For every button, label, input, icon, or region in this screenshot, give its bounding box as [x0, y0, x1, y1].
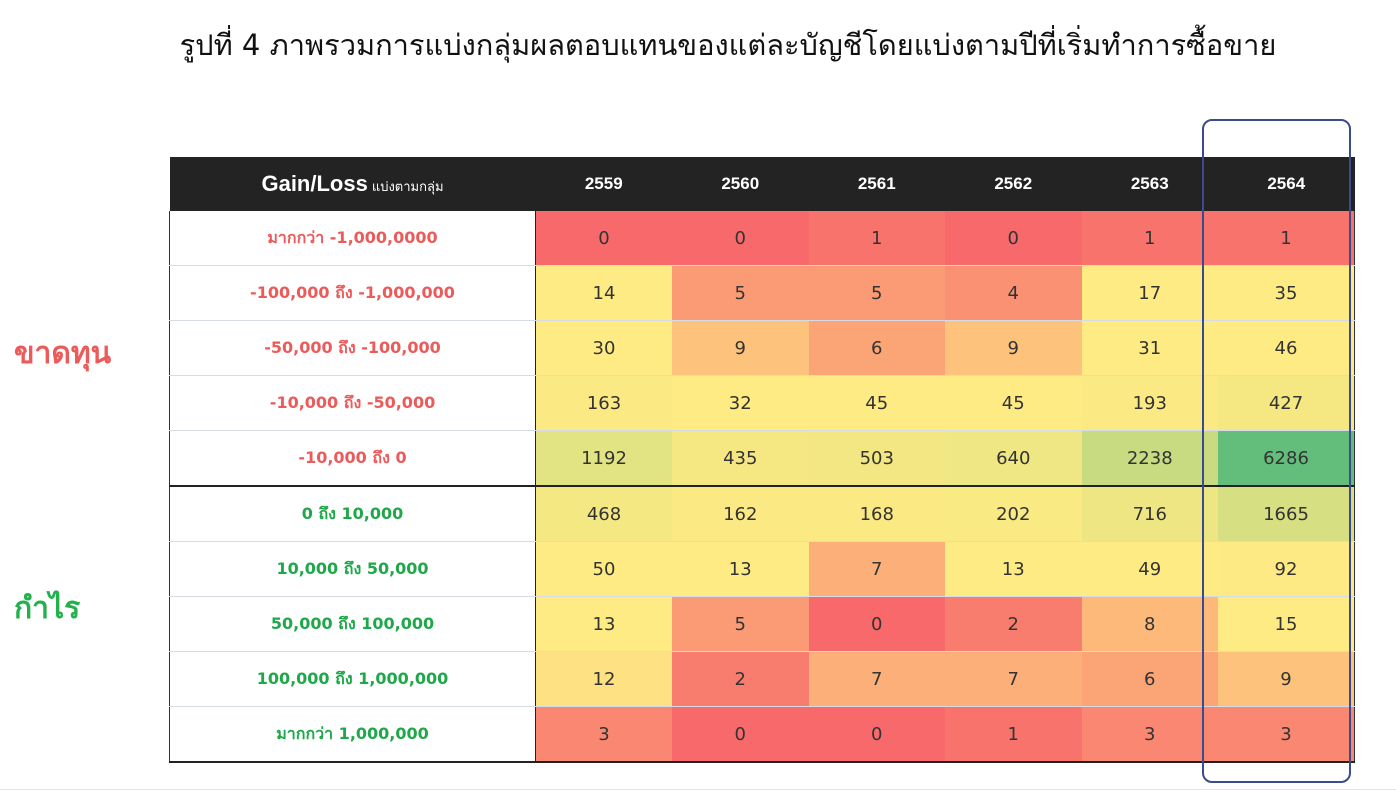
heat-cell: 468 — [535, 486, 672, 542]
heat-cell: 202 — [945, 486, 1082, 542]
heat-cell: 3 — [1218, 706, 1355, 763]
heat-cell: 6 — [1081, 651, 1218, 707]
heat-cell: 168 — [808, 486, 945, 542]
heat-cell: 0 — [945, 211, 1082, 266]
heat-cell: 7 — [808, 541, 945, 597]
heat-cell: 640 — [945, 430, 1082, 487]
heat-cell: 13 — [945, 541, 1082, 597]
heat-cell: 4 — [945, 265, 1082, 321]
heat-cell: 17 — [1081, 265, 1218, 321]
row-label: -50,000 ถึง -100,000 — [169, 320, 536, 376]
table-row: มากกว่า 1,000,000 3 0 0 1 3 3 — [169, 706, 1355, 763]
heat-cell: 12 — [535, 651, 672, 707]
heat-cell: 427 — [1218, 375, 1355, 431]
table-row: -50,000 ถึง -100,000 30 9 6 9 31 46 — [169, 320, 1355, 376]
row-label: 10,000 ถึง 50,000 — [169, 541, 536, 597]
header-row: Gain/Loss แบ่งตามกลุ่ม 2559 2560 2561 2562 25… — [169, 157, 1355, 211]
heat-cell: 163 — [535, 375, 672, 431]
row-label: -100,000 ถึง -1,000,000 — [169, 265, 536, 321]
header-gain-loss: Gain/Loss แบ่งตามกลุ่ม — [169, 157, 536, 211]
heat-cell: 49 — [1081, 541, 1218, 597]
heat-cell: 2 — [945, 596, 1082, 652]
row-label: มากกว่า -1,000,0000 — [169, 211, 536, 266]
heat-cell: 45 — [945, 375, 1082, 431]
heat-cell: 9 — [1218, 651, 1355, 707]
heat-cell: 435 — [672, 430, 809, 487]
table-row: -10,000 ถึง -50,000 163 32 45 45 193 427 — [169, 375, 1355, 431]
header-year-2564: 2564 — [1218, 157, 1355, 211]
header-year-2563: 2563 — [1081, 157, 1218, 211]
heat-cell: 2 — [672, 651, 809, 707]
heat-cell: 30 — [535, 320, 672, 376]
heat-cell: 9 — [945, 320, 1082, 376]
row-label: -10,000 ถึง 0 — [169, 430, 536, 487]
heat-cell: 3 — [535, 706, 672, 763]
heat-cell: 1 — [1081, 211, 1218, 266]
row-label: มากกว่า 1,000,000 — [169, 706, 536, 763]
header-year-2561: 2561 — [808, 157, 945, 211]
heat-cell: 0 — [672, 706, 809, 763]
header-sub-text: แบ่งตามกลุ่ม — [371, 179, 444, 194]
gain-group-label: กำไร — [14, 591, 81, 626]
heat-cell: 7 — [945, 651, 1082, 707]
heat-cell: 5 — [808, 265, 945, 321]
table-body: มากกว่า -1,000,0000 0 0 1 0 1 1 -100,000 ถึง -1… — [169, 211, 1355, 763]
figure-title: รูปที่ 4 ภาพรวมการแบ่งกลุ่มผลตอบแทนของแต… — [179, 28, 1277, 62]
heat-cell: 0 — [672, 211, 809, 266]
heat-cell: 1 — [808, 211, 945, 266]
heat-cell: 6286 — [1218, 430, 1355, 487]
heat-cell: 50 — [535, 541, 672, 597]
bottom-divider — [0, 789, 1396, 790]
heat-cell: 716 — [1081, 486, 1218, 542]
heat-cell: 35 — [1218, 265, 1355, 321]
table-row: 0 ถึง 10,000 468 162 168 202 716 1665 — [169, 486, 1355, 542]
heat-cell: 1 — [1218, 211, 1355, 266]
row-label: 50,000 ถึง 100,000 — [169, 596, 536, 652]
table-row: 100,000 ถึง 1,000,000 12 2 7 7 6 9 — [169, 651, 1355, 707]
heatmap-table: Gain/Loss แบ่งตามกลุ่ม 2559 2560 2561 2562 25… — [169, 157, 1355, 763]
heat-cell: 13 — [535, 596, 672, 652]
heat-cell: 503 — [808, 430, 945, 487]
heat-cell: 0 — [808, 596, 945, 652]
heat-cell: 1 — [945, 706, 1082, 763]
table-row: -10,000 ถึง 0 1192 435 503 640 2238 6286 — [169, 430, 1355, 487]
heat-cell: 3 — [1081, 706, 1218, 763]
heat-cell: 193 — [1081, 375, 1218, 431]
heat-cell: 162 — [672, 486, 809, 542]
loss-group-label: ขาดทุน — [14, 336, 112, 371]
table-row: 10,000 ถึง 50,000 50 13 7 13 49 92 — [169, 541, 1355, 597]
heat-cell: 8 — [1081, 596, 1218, 652]
table-row: -100,000 ถึง -1,000,000 14 5 5 4 17 35 — [169, 265, 1355, 321]
table-row: 50,000 ถึง 100,000 13 5 0 2 8 15 — [169, 596, 1355, 652]
header-main-text: Gain/Loss — [261, 171, 368, 196]
heat-cell: 15 — [1218, 596, 1355, 652]
heat-cell: 1665 — [1218, 486, 1355, 542]
heat-cell: 5 — [672, 265, 809, 321]
heat-cell: 13 — [672, 541, 809, 597]
heat-cell: 6 — [808, 320, 945, 376]
heat-cell: 92 — [1218, 541, 1355, 597]
header-year-2559: 2559 — [535, 157, 672, 211]
table-row: มากกว่า -1,000,0000 0 0 1 0 1 1 — [169, 211, 1355, 266]
row-label: -10,000 ถึง -50,000 — [169, 375, 536, 431]
row-label: 0 ถึง 10,000 — [169, 486, 536, 542]
heat-cell: 9 — [672, 320, 809, 376]
row-label: 100,000 ถึง 1,000,000 — [169, 651, 536, 707]
heat-cell: 5 — [672, 596, 809, 652]
header-year-2562: 2562 — [945, 157, 1082, 211]
heat-cell: 14 — [535, 265, 672, 321]
heat-cell: 0 — [808, 706, 945, 763]
heat-cell: 46 — [1218, 320, 1355, 376]
heat-cell: 7 — [808, 651, 945, 707]
heat-cell: 1192 — [535, 430, 672, 487]
heat-cell: 0 — [535, 211, 672, 266]
header-year-2560: 2560 — [672, 157, 809, 211]
heat-cell: 32 — [672, 375, 809, 431]
heat-cell: 45 — [808, 375, 945, 431]
heat-cell: 31 — [1081, 320, 1218, 376]
heat-cell: 2238 — [1081, 430, 1218, 487]
